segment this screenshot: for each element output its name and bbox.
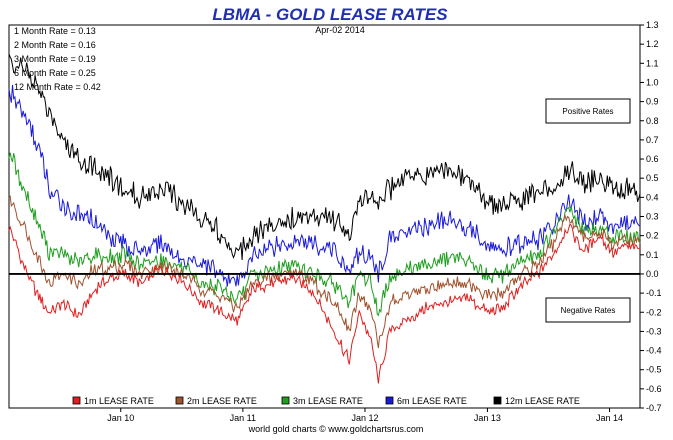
y-tick-label: 0.5 bbox=[646, 173, 659, 183]
y-tick-label: 0.2 bbox=[646, 231, 659, 241]
legend-swatch bbox=[72, 396, 81, 405]
current-rate-item: 1 Month Rate = 0.13 bbox=[14, 26, 96, 36]
y-tick-label: -0.6 bbox=[646, 384, 662, 394]
y-tick-label: 0.7 bbox=[646, 135, 659, 145]
x-tick-label: Jan 12 bbox=[351, 413, 378, 423]
y-tick-label: -0.5 bbox=[646, 365, 662, 375]
current-rate-item: 6 Month Rate = 0.25 bbox=[14, 68, 96, 78]
y-tick-label: 0.3 bbox=[646, 212, 659, 222]
y-tick-label: 1.0 bbox=[646, 77, 659, 87]
x-tick-label: Jan 10 bbox=[107, 413, 134, 423]
negative-rates-box: Negative Rates bbox=[545, 297, 631, 323]
x-tick-label: Jan 13 bbox=[474, 413, 501, 423]
negative-rates-frame bbox=[545, 297, 631, 323]
y-tick-label: 0.8 bbox=[646, 116, 659, 126]
x-tick-label: Jan 11 bbox=[230, 413, 256, 423]
chart-credit: world gold charts © www.goldchartsrus.co… bbox=[248, 424, 424, 434]
series-line-5 bbox=[8, 53, 641, 261]
legend-label: 12m LEASE RATE bbox=[505, 396, 580, 406]
y-tick-label: -0.4 bbox=[646, 346, 662, 356]
legend-swatch bbox=[281, 396, 290, 405]
series-line-2 bbox=[8, 194, 641, 349]
y-tick-label: -0.2 bbox=[646, 307, 662, 317]
legend-label: 1m LEASE RATE bbox=[84, 396, 154, 406]
legend-label: 3m LEASE RATE bbox=[293, 396, 363, 406]
current-rate-item: 12 Month Rate = 0.42 bbox=[14, 82, 101, 92]
legend-swatch bbox=[493, 396, 502, 405]
current-rates-list: 1 Month Rate = 0.13 2 Month Rate = 0.16 3 … bbox=[14, 26, 101, 92]
legend: 1m LEASE RATE 2m LEASE RATE 3m LEASE RATE 6… bbox=[72, 396, 580, 406]
y-tick-label: -0.3 bbox=[646, 326, 662, 336]
current-rate-item: 3 Month Rate = 0.19 bbox=[14, 54, 96, 64]
y-tick-label: 0.6 bbox=[646, 154, 659, 164]
y-axis: 1.3 1.2 1.1 1.0 0.9 0.8 0.7 0.6 0.5 0.4 0.3 0.2 0.1 0… bbox=[640, 20, 662, 413]
positive-rates-label: Positive Rates bbox=[562, 107, 613, 116]
legend-swatch bbox=[385, 396, 394, 405]
positive-rates-frame bbox=[545, 98, 631, 124]
y-tick-label: 0.1 bbox=[646, 250, 659, 260]
negative-rates-label: Negative Rates bbox=[561, 306, 616, 315]
y-tick-label: 0.0 bbox=[646, 269, 659, 279]
series-line-4 bbox=[8, 84, 641, 287]
y-tick-label: 0.9 bbox=[646, 97, 659, 107]
y-tick-label: -0.7 bbox=[646, 403, 662, 413]
y-tick-label: 1.2 bbox=[646, 39, 659, 49]
plot-area bbox=[8, 24, 641, 409]
y-tick-label: -0.1 bbox=[646, 288, 662, 298]
legend-swatch bbox=[175, 396, 184, 405]
y-tick-label: 1.1 bbox=[646, 58, 659, 68]
y-tick-label: 0.4 bbox=[646, 192, 659, 202]
positive-rates-box: Positive Rates bbox=[545, 98, 631, 124]
legend-label: 6m LEASE RATE bbox=[397, 396, 467, 406]
chart-date-label: Apr-02 2014 bbox=[315, 25, 365, 35]
current-rate-item: 2 Month Rate = 0.16 bbox=[14, 40, 96, 50]
legend-label: 2m LEASE RATE bbox=[187, 396, 257, 406]
y-tick-label: 1.3 bbox=[646, 20, 659, 30]
x-axis: Jan 10 Jan 11 Jan 12 Jan 13 Jan 14 bbox=[107, 408, 623, 423]
x-tick-label: Jan 14 bbox=[596, 413, 623, 423]
chart-title: LBMA - GOLD LEASE RATES bbox=[212, 5, 448, 24]
